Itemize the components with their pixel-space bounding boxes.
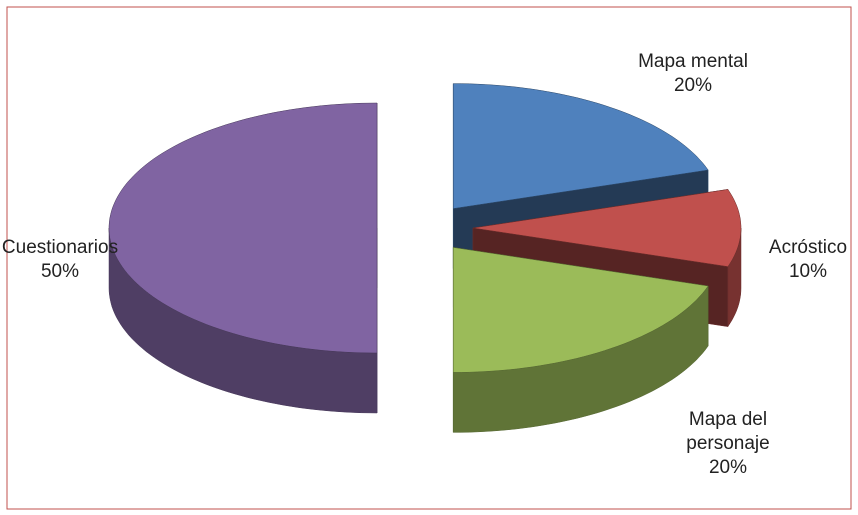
category-label: Mapa del personaje	[686, 409, 770, 454]
slice	[452, 247, 709, 433]
category-label: Cuestionarios	[1, 237, 119, 258]
data-label: Cuestionarios 50%	[0, 236, 135, 284]
data-label: Mapa del personaje 20%	[668, 408, 788, 480]
data-label: Acróstico 10%	[753, 236, 858, 284]
value-label: 20%	[673, 75, 713, 96]
slice-top	[452, 83, 709, 209]
value-label: 50%	[40, 261, 80, 282]
slice-top	[452, 247, 709, 373]
slice	[108, 102, 378, 414]
chart-border	[6, 6, 852, 510]
slice-top	[472, 189, 742, 267]
category-label: Acróstico	[768, 237, 848, 258]
category-label: Mapa mental	[638, 51, 748, 72]
slice-top	[108, 102, 378, 354]
value-label: 10%	[788, 261, 828, 282]
value-label: 20%	[708, 457, 748, 478]
data-label: Mapa mental 20%	[608, 50, 778, 98]
